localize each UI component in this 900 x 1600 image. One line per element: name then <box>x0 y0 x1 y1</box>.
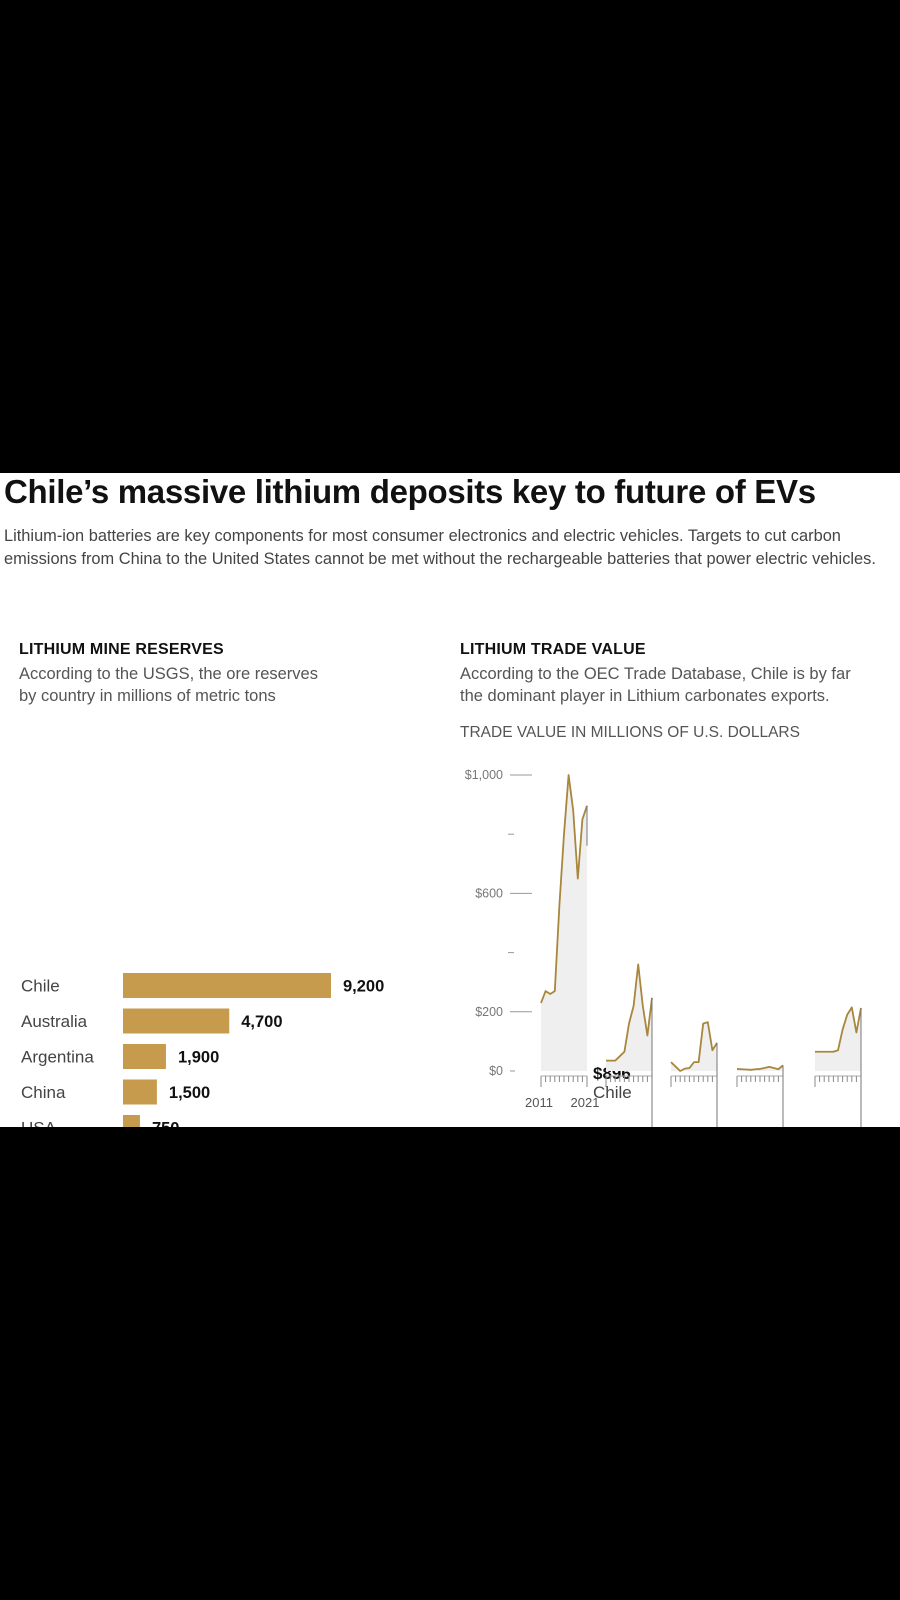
trade-subtitle-line1: According to the OEC Trade Database, Chi… <box>460 665 851 683</box>
reserves-subtitle-line2: by country in millions of metric tons <box>19 687 276 705</box>
infographic-card: Chile’s massive lithium deposits key to … <box>0 473 900 1127</box>
y-tick-label: $200 <box>475 1005 503 1019</box>
reserves-bar-chart: Chile 9,200 Australia 4,700 Argentina 1,900 Ch… <box>21 973 384 1128</box>
y-tick-label: $0 <box>489 1064 503 1078</box>
reserves-title: LITHIUM MINE RESERVES <box>19 641 224 658</box>
series-area <box>671 1022 717 1071</box>
series-line <box>606 963 653 1062</box>
bar-value-label: 1,900 <box>178 1049 219 1067</box>
series-line <box>736 1064 784 1071</box>
bar <box>123 1008 230 1034</box>
bar-value-label: 4,700 <box>241 1013 282 1031</box>
y-tick-label: $1,000 <box>465 768 503 782</box>
bar <box>123 973 331 998</box>
bar-category-label: China <box>21 1083 66 1102</box>
trade-title: LITHIUM TRADE VALUE <box>460 641 646 658</box>
bar-category-label: USA <box>21 1119 57 1128</box>
trade-subtitle-line2: the dominant player in Lithium carbonate… <box>460 687 830 705</box>
series-area <box>541 775 587 1071</box>
series-line <box>815 1006 862 1053</box>
bar-category-label: Australia <box>21 1012 88 1031</box>
bar-category-label: Chile <box>21 977 60 996</box>
bar <box>123 1044 166 1069</box>
y-tick-label: $600 <box>475 886 503 900</box>
bar <box>123 1079 157 1105</box>
reserves-subtitle-line1: According to the USGS, the ore reserves <box>19 665 318 683</box>
bar <box>123 1115 140 1127</box>
series-area <box>815 1007 861 1071</box>
bar-value-label: 9,200 <box>343 978 384 996</box>
page-title: Chile’s massive lithium deposits key to … <box>4 473 816 510</box>
trade-unit-label: TRADE VALUE IN MILLIONS OF U.S. DOLLARS <box>460 724 800 741</box>
bar-value-label: 1,500 <box>169 1084 210 1102</box>
series-area <box>737 1065 783 1071</box>
x-label-start: 2011 <box>525 1095 553 1110</box>
trade-sparkline-chart: $0$200$600$1,000$896Chile$247Argentina$9… <box>465 768 862 1127</box>
series-line <box>670 1021 718 1072</box>
series-line <box>540 774 588 1004</box>
page-description: Lithium-ion batteries are key components… <box>4 527 876 568</box>
bar-category-label: Argentina <box>21 1048 94 1067</box>
series-name-label: Chile <box>593 1083 632 1102</box>
bar-value-label: 750 <box>152 1120 180 1128</box>
x-label-end: 2021 <box>571 1095 600 1110</box>
